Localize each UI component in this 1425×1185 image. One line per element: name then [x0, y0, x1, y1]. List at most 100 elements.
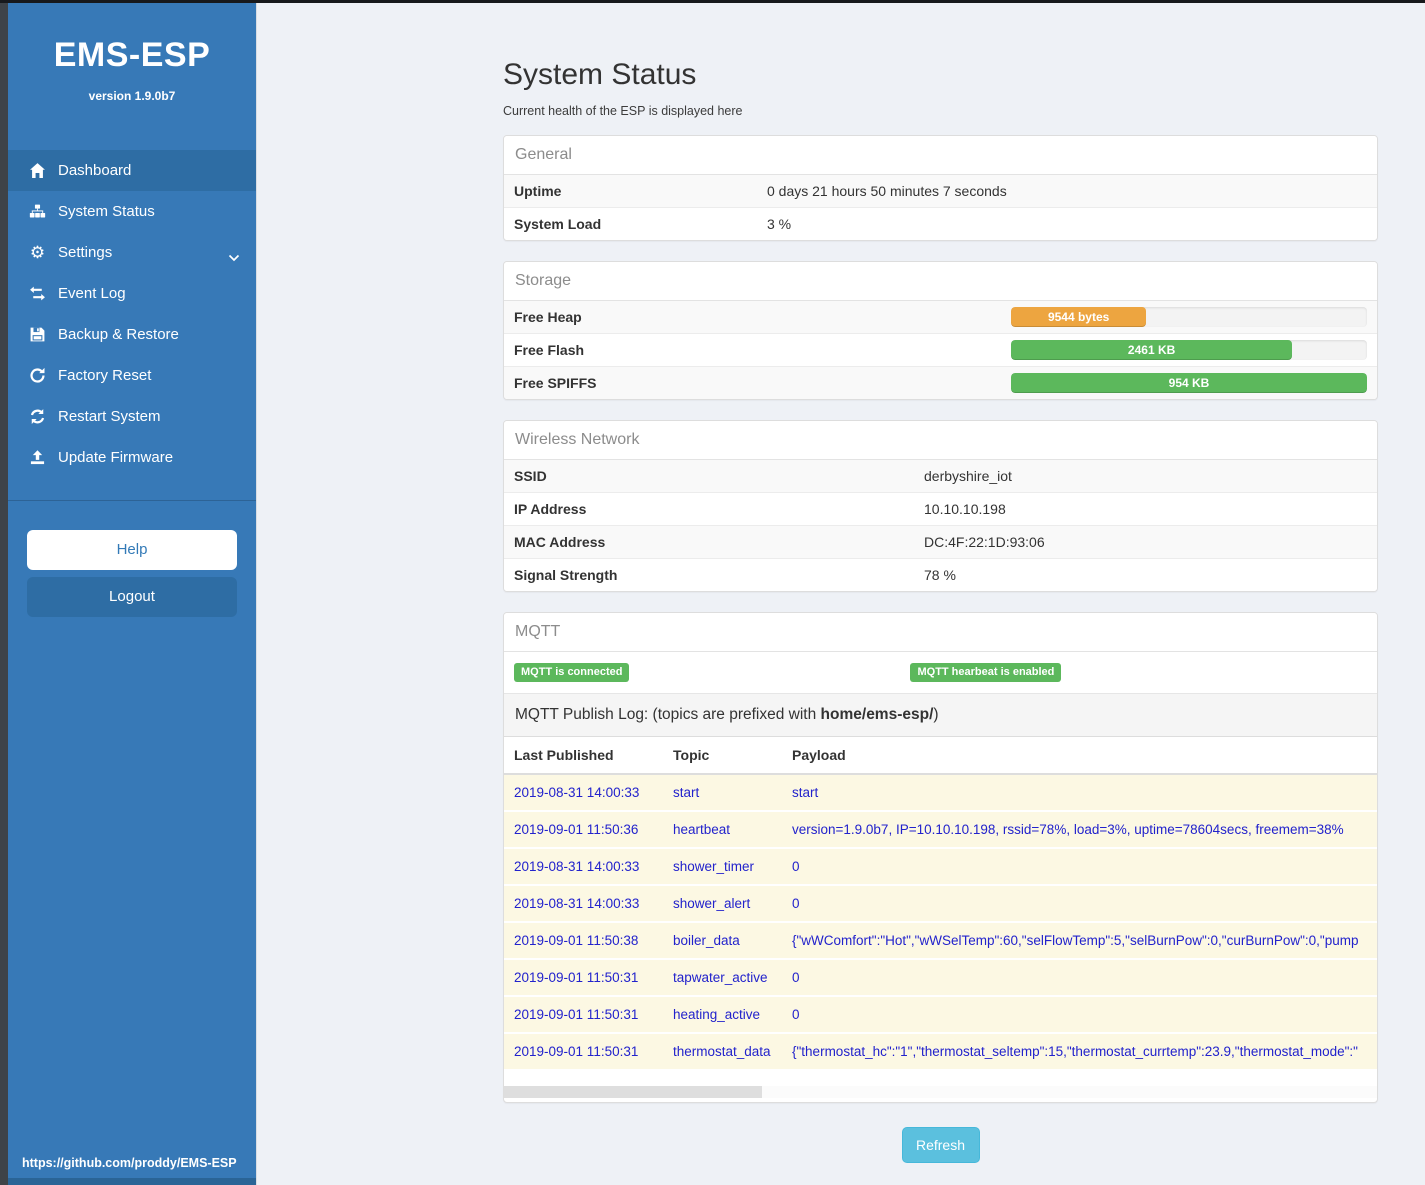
general-table: Uptime 0 days 21 hours 50 minutes 7 secon…	[504, 174, 1377, 240]
row-label: Uptime	[514, 183, 562, 199]
mqtt-log-row: 2019-09-01 11:50:31 thermostat_data {"ther…	[504, 1034, 1377, 1071]
repeat-icon	[29, 367, 46, 384]
sidebar-item-label: System Status	[58, 203, 155, 220]
sidebar-item-restart-system[interactable]: Restart System	[8, 396, 256, 437]
table-row: System Load 3 %	[504, 207, 1377, 240]
progress-bar: 2461 KB	[1011, 340, 1293, 360]
sidebar-divider	[8, 500, 256, 501]
page-subtitle: Current health of the ESP is displayed h…	[503, 104, 743, 118]
sidebar: EMS-ESP version 1.9.0b7 Dashboard System …	[8, 0, 256, 1185]
log-timestamp: 2019-08-31 14:00:33	[514, 785, 640, 800]
mqtt-log-row: 2019-08-31 14:00:33 shower_alert 0	[504, 886, 1377, 923]
sidebar-item-settings[interactable]: ⚙ Settings	[8, 232, 256, 273]
mqtt-log-row: 2019-09-01 11:50:31 tapwater_active 0	[504, 960, 1377, 997]
help-button[interactable]: Help	[27, 530, 237, 570]
app-title: EMS-ESP	[53, 36, 211, 74]
general-panel-title: General	[504, 136, 1377, 174]
mqtt-topic-prefix: home/ems-esp/	[820, 706, 934, 723]
horizontal-scrollbar-thumb[interactable]	[504, 1086, 762, 1098]
chevron-down-icon	[228, 249, 240, 261]
sidebar-item-dashboard[interactable]: Dashboard	[8, 150, 256, 191]
progress-cell: 9544 bytes	[1011, 301, 1377, 333]
row-label: Signal Strength	[514, 567, 618, 583]
column-payload: Payload	[792, 747, 846, 763]
table-row: Uptime 0 days 21 hours 50 minutes 7 secon…	[504, 175, 1377, 207]
exchange-icon	[29, 285, 46, 302]
sidebar-item-system-status[interactable]: System Status	[8, 191, 256, 232]
log-payload: 0	[792, 1007, 800, 1022]
table-row: MAC Address DC:4F:22:1D:93:06	[504, 525, 1377, 558]
sidebar-item-label: Restart System	[58, 408, 161, 425]
sidebar-item-label: Settings	[58, 244, 113, 261]
mqtt-log-row: 2019-09-01 11:50:31 heating_active 0	[504, 997, 1377, 1034]
sidebar-item-label: Backup & Restore	[58, 326, 179, 343]
sidebar-item-factory-reset[interactable]: Factory Reset	[8, 355, 256, 396]
mqtt-table-header: Last Published Topic Payload	[504, 737, 1377, 775]
mqtt-log-caption-suffix: )	[933, 706, 939, 723]
log-timestamp: 2019-08-31 14:00:33	[514, 859, 640, 874]
status-badge: MQTT hearbeat is enabled	[910, 663, 1062, 682]
app-version: version 1.9.0b7	[88, 89, 176, 103]
log-topic: start	[673, 785, 700, 800]
storage-panel: Storage Free Heap 9544 bytes Free Flash 246…	[503, 261, 1378, 400]
row-label: Free Flash	[514, 342, 585, 358]
status-badge: MQTT is connected	[514, 663, 630, 682]
log-payload: 0	[792, 896, 800, 911]
mqtt-badges-row: MQTT is connected MQTT hearbeat is enable…	[504, 651, 1377, 693]
general-panel: General Uptime 0 days 21 hours 50 minutes…	[503, 135, 1378, 241]
table-row: Signal Strength 78 %	[504, 558, 1377, 591]
row-label: Free SPIFFS	[514, 375, 597, 391]
log-timestamp: 2019-09-01 11:50:36	[514, 822, 639, 837]
table-row: Free Heap 9544 bytes	[504, 301, 1377, 333]
table-row: Free Flash 2461 KB	[504, 333, 1377, 366]
brand: EMS-ESP version 1.9.0b7	[8, 0, 256, 103]
wireless-panel: Wireless Network SSID derbyshire_iot IP Ad…	[503, 420, 1378, 592]
home-icon	[29, 162, 46, 179]
gear-icon: ⚙	[29, 243, 46, 262]
save-icon	[29, 326, 46, 343]
sidebar-bottom-strip	[8, 1178, 256, 1185]
table-row: IP Address 10.10.10.198	[504, 492, 1377, 525]
sitemap-icon	[29, 203, 46, 220]
storage-panel-title: Storage	[504, 262, 1377, 300]
progress-bar: 9544 bytes	[1011, 307, 1147, 327]
progress-track: 954 KB	[1011, 373, 1367, 393]
row-label: SSID	[514, 468, 547, 484]
progress-cell: 2461 KB	[1011, 334, 1377, 366]
log-timestamp: 2019-08-31 14:00:33	[514, 896, 640, 911]
mqtt-log-caption: MQTT Publish Log: (topics are prefixed w…	[504, 693, 1377, 737]
progress-cell: 954 KB	[1011, 367, 1377, 399]
sidebar-item-update-firmware[interactable]: Update Firmware	[8, 437, 256, 478]
row-value: 10.10.10.198	[924, 501, 1006, 517]
row-value: derbyshire_iot	[924, 468, 1012, 484]
mqtt-table-body: 2019-08-31 14:00:33 start start 2019-09-01 …	[504, 775, 1377, 1071]
progress-bar: 954 KB	[1011, 373, 1367, 393]
row-value: 0 days 21 hours 50 minutes 7 seconds	[767, 183, 1007, 199]
wireless-panel-title: Wireless Network	[504, 421, 1377, 459]
row-label: Free Heap	[514, 309, 582, 325]
log-topic: shower_alert	[673, 896, 751, 911]
refresh-icon	[29, 408, 46, 425]
column-topic: Topic	[673, 747, 710, 763]
log-topic: shower_timer	[673, 859, 755, 874]
log-timestamp: 2019-09-01 11:50:38	[514, 933, 639, 948]
log-topic: heating_active	[673, 1007, 761, 1022]
mqtt-log-row: 2019-09-01 11:50:38 boiler_data {"wWComfor…	[504, 923, 1377, 960]
log-payload: start	[792, 785, 819, 800]
sidebar-item-event-log[interactable]: Event Log	[8, 273, 256, 314]
table-row: Free SPIFFS 954 KB	[504, 366, 1377, 399]
log-payload: 0	[792, 970, 800, 985]
sidebar-item-backup-restore[interactable]: Backup & Restore	[8, 314, 256, 355]
logout-button[interactable]: Logout	[27, 577, 237, 617]
log-timestamp: 2019-09-01 11:50:31	[514, 1044, 639, 1059]
row-label: System Load	[514, 216, 602, 232]
window-left-edge	[0, 0, 8, 1185]
sidebar-menu: Dashboard System Status ⚙ Settings Event Log…	[8, 150, 256, 478]
horizontal-scrollbar[interactable]	[504, 1086, 1377, 1098]
log-topic: heartbeat	[673, 822, 731, 837]
refresh-button[interactable]: Refresh	[901, 1127, 980, 1163]
mqtt-panel-title: MQTT	[504, 613, 1377, 651]
github-link[interactable]: https://github.com/proddy/EMS-ESP	[22, 1156, 237, 1170]
log-payload: 0	[792, 859, 800, 874]
log-topic: boiler_data	[673, 933, 740, 948]
